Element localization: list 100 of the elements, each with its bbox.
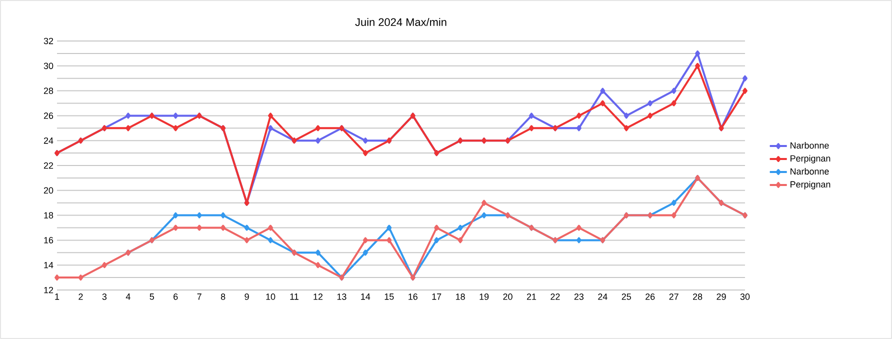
- y-tick-label: 20: [44, 187, 54, 194]
- point: [671, 88, 676, 94]
- point: [362, 250, 368, 256]
- x-tick-label: 1: [55, 294, 60, 300]
- chart-title: Juin 2024 Max/min: [355, 18, 446, 26]
- x-tick-label: 13: [337, 294, 346, 300]
- point: [528, 112, 534, 119]
- point: [315, 138, 320, 144]
- x-tick-label: 24: [598, 294, 608, 300]
- legend-label: Perpignan: [790, 155, 830, 164]
- legend-label: Narbonne: [790, 168, 829, 175]
- x-tick-label: 27: [669, 294, 678, 300]
- point: [244, 237, 250, 244]
- point: [54, 274, 60, 281]
- point: [126, 112, 131, 119]
- x-tick-label: 8: [220, 294, 226, 300]
- legend-label: Narbonne: [790, 142, 829, 149]
- x-tick-label: 14: [361, 294, 370, 300]
- x-tick-label: 20: [503, 294, 512, 300]
- point: [173, 212, 178, 218]
- point: [362, 150, 368, 156]
- x-tick-label: 9: [244, 294, 249, 300]
- x-tick-label: 6: [174, 294, 178, 300]
- x-tick-label: 3: [102, 294, 107, 300]
- x-tick-label: 28: [693, 294, 702, 300]
- y-tick-label: 32: [44, 38, 54, 44]
- point: [434, 224, 440, 231]
- point: [220, 212, 226, 218]
- x-tick-label: 11: [290, 294, 298, 300]
- point: [268, 237, 274, 244]
- point: [742, 88, 748, 94]
- point: [244, 224, 250, 231]
- x-tick-label: 26: [646, 294, 655, 300]
- point: [648, 100, 653, 106]
- y-tick-label: 22: [44, 162, 54, 169]
- point: [315, 125, 320, 132]
- point: [576, 112, 582, 119]
- x-tick-label: 17: [432, 294, 442, 300]
- y-tick-label: 26: [44, 112, 54, 119]
- point: [576, 125, 582, 132]
- point: [624, 112, 629, 119]
- point: [362, 237, 368, 244]
- point: [576, 237, 582, 244]
- x-tick-label: 18: [456, 294, 465, 300]
- y-tick-label: 18: [44, 212, 54, 218]
- point: [600, 88, 606, 94]
- point: [196, 224, 202, 231]
- point: [624, 125, 629, 132]
- x-tick-label: 21: [526, 294, 536, 300]
- point: [434, 237, 440, 244]
- point: [742, 75, 748, 82]
- point: [458, 224, 463, 231]
- point: [78, 274, 84, 281]
- point: [315, 250, 320, 256]
- x-tick-label: 5: [150, 294, 154, 300]
- point: [220, 224, 226, 231]
- point: [695, 50, 700, 56]
- x-tick-label: 16: [408, 294, 418, 300]
- point: [386, 224, 392, 231]
- legend-label: Perpignan: [790, 180, 830, 190]
- point: [126, 125, 131, 132]
- x-tick-label: 19: [480, 294, 489, 300]
- point: [173, 224, 178, 231]
- point: [386, 237, 392, 244]
- y-tick-label: 24: [44, 137, 54, 144]
- point: [671, 100, 676, 106]
- point: [315, 262, 320, 268]
- x-tick-label: 7: [197, 294, 202, 300]
- x-tick-label: 2: [78, 294, 83, 300]
- y-tick-label: 16: [44, 237, 54, 244]
- x-tick-label: 30: [740, 294, 750, 300]
- point: [648, 112, 653, 119]
- x-tick-label: 4: [126, 294, 130, 300]
- point: [600, 100, 606, 106]
- point: [458, 237, 463, 244]
- point: [173, 125, 178, 132]
- x-tick-label: 22: [550, 294, 560, 300]
- point: [268, 112, 274, 119]
- point: [362, 138, 368, 144]
- point: [482, 200, 487, 206]
- point: [268, 125, 274, 132]
- point: [268, 224, 274, 231]
- y-tick-label: 12: [44, 286, 54, 294]
- x-tick-label: 29: [716, 294, 726, 300]
- x-tick-label: 25: [622, 294, 631, 300]
- x-tick-label: 12: [314, 294, 322, 300]
- y-tick-label: 30: [44, 62, 54, 70]
- point: [196, 212, 202, 218]
- y-tick-label: 28: [44, 88, 54, 94]
- y-tick-label: 14: [44, 262, 54, 268]
- x-tick-label: 10: [266, 294, 276, 300]
- point: [102, 262, 107, 268]
- x-tick-label: 23: [574, 294, 584, 300]
- point: [671, 212, 676, 218]
- point: [528, 125, 534, 132]
- point: [671, 200, 676, 206]
- point: [695, 62, 700, 69]
- point: [173, 112, 178, 119]
- point: [576, 224, 582, 231]
- point: [482, 212, 487, 218]
